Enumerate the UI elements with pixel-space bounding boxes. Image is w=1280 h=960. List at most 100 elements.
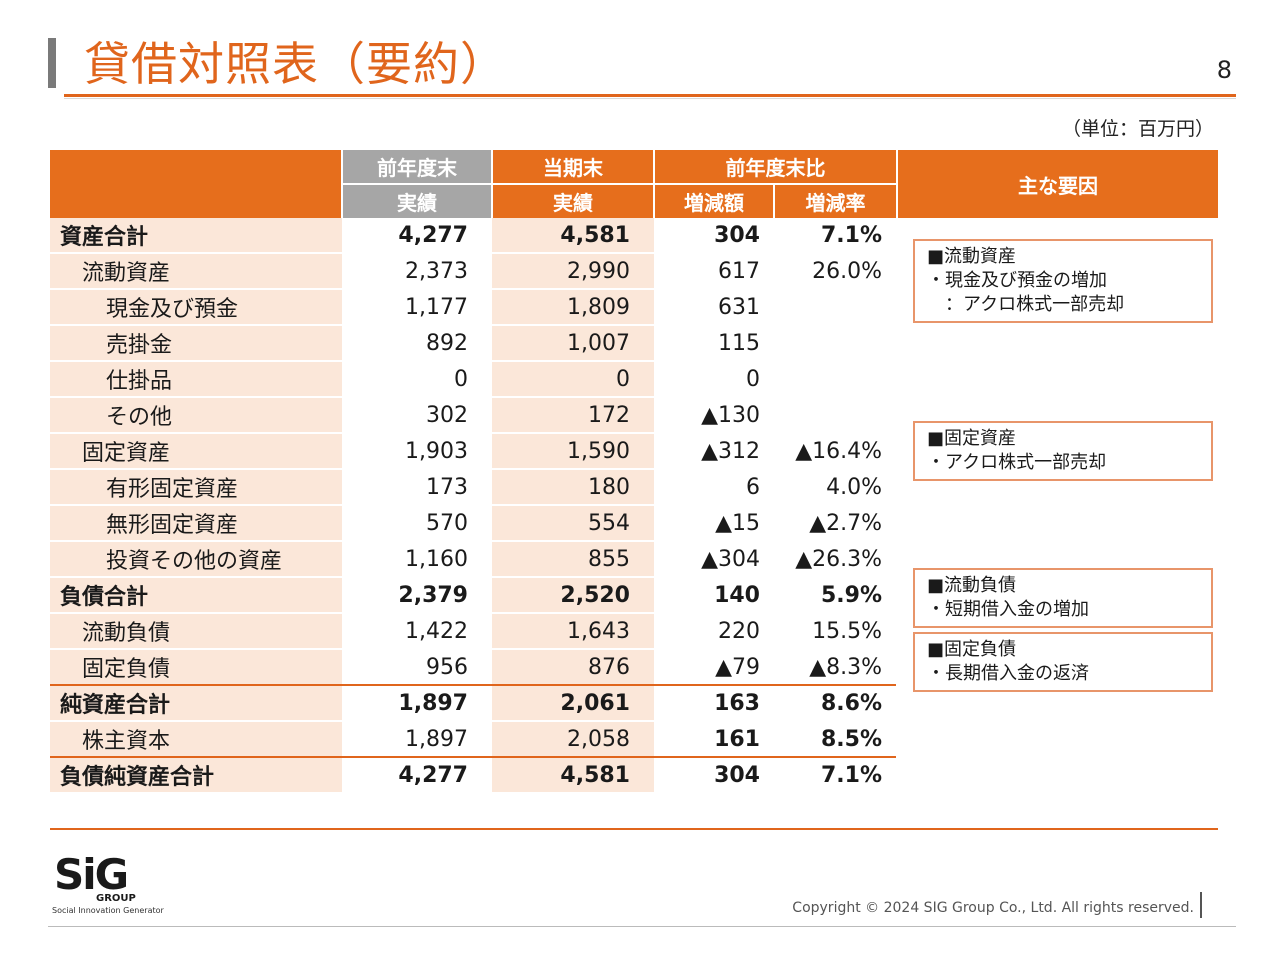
rate-value: 7.1% [774, 218, 896, 254]
prev-value: 302 [342, 397, 492, 434]
diff-value: ▲79 [654, 649, 774, 686]
factor-head: ■固定資産 [927, 428, 1017, 449]
row-label: 純資産合計 [50, 685, 342, 722]
prev-value: 1,422 [342, 613, 492, 650]
factor-line: ・アクロ株式一部売却 [927, 452, 1107, 473]
row-label: 固定負債 [50, 649, 342, 686]
page-number: 8 [1216, 56, 1232, 84]
diff-value: 617 [654, 253, 774, 290]
factor-head: ■流動負債 [927, 575, 1017, 596]
diff-value: 304 [654, 757, 774, 794]
rate-value: ▲8.3% [774, 649, 896, 686]
prev-value: 2,373 [342, 253, 492, 290]
rate-value [774, 289, 896, 326]
header-blank [50, 150, 343, 218]
row-label: 流動負債 [50, 613, 342, 650]
diff-value: 0 [654, 361, 774, 398]
curr-value: 554 [492, 505, 654, 542]
table-row: 資産合計 4,277 4,581 304 7.1% [50, 218, 896, 254]
table-row: 株主資本 1,897 2,058 161 8.5% [50, 721, 896, 758]
header-compare: 前年度末比 [654, 150, 896, 185]
prev-value: 892 [342, 325, 492, 362]
header-rate: 増減率 [774, 184, 896, 218]
rate-value: ▲26.3% [774, 541, 896, 578]
curr-value: 2,520 [492, 576, 654, 614]
copyright-divider [1200, 892, 1202, 918]
rate-value: 8.6% [774, 685, 896, 722]
factor-line: ・現金及び預金の増加 [927, 270, 1107, 291]
diff-value: 140 [654, 576, 774, 614]
header-curr-sub: 実績 [492, 184, 655, 218]
diff-value: 220 [654, 613, 774, 650]
diff-value: 631 [654, 289, 774, 326]
rate-value: 7.1% [774, 757, 896, 794]
prev-value: 1,903 [342, 433, 492, 470]
row-label: 負債純資産合計 [50, 757, 342, 794]
curr-value: 2,061 [492, 685, 654, 722]
unit-label: （単位：百万円） [1061, 118, 1214, 140]
row-label: 仕掛品 [50, 361, 342, 398]
table-row: 流動資産 2,373 2,990 617 26.0% [50, 253, 896, 290]
title-rule-shadow [64, 98, 1236, 99]
curr-value: 172 [492, 397, 654, 434]
factor-head: ■流動資産 [927, 246, 1017, 267]
table-row: 固定負債 956 876 ▲79 ▲8.3% [50, 649, 896, 686]
curr-value: 4,581 [492, 218, 654, 254]
table-row: 純資産合計 1,897 2,061 163 8.6% [50, 685, 896, 722]
row-label: 投資その他の資産 [50, 541, 342, 578]
diff-value: ▲15 [654, 505, 774, 542]
rate-value: 8.5% [774, 721, 896, 758]
table-row: 流動負債 1,422 1,643 220 15.5% [50, 613, 896, 650]
diff-value: 115 [654, 325, 774, 362]
row-label: 資産合計 [50, 218, 342, 254]
factor-box-fixed-liabilities: ■固定負債 ・長期借入金の返済 [913, 632, 1213, 692]
table-row: 負債純資産合計 4,277 4,581 304 7.1% [50, 757, 896, 794]
curr-value: 1,590 [492, 433, 654, 470]
title-accent-bar [48, 38, 56, 88]
rate-value: ▲16.4% [774, 433, 896, 470]
prev-value: 570 [342, 505, 492, 542]
diff-value: 6 [654, 469, 774, 506]
diff-value: 304 [654, 218, 774, 254]
rate-value: 26.0% [774, 253, 896, 290]
prev-value: 2,379 [342, 576, 492, 614]
factor-head: ■固定負債 [927, 639, 1017, 660]
page-title: 貸借対照表（要約） [84, 37, 507, 91]
rate-value [774, 397, 896, 434]
diff-value: 161 [654, 721, 774, 758]
curr-value: 1,809 [492, 289, 654, 326]
factor-line: ・短期借入金の増加 [927, 599, 1089, 620]
balance-sheet-table: 前年度末 当期末 前年度末比 実績 実績 増減額 増減率 資産合計 4,277 … [50, 150, 896, 794]
prev-value: 4,277 [342, 218, 492, 254]
company-logo: SiG [54, 850, 129, 899]
table-row: 投資その他の資産 1,160 855 ▲304 ▲26.3% [50, 541, 896, 578]
table-bottom-rule [50, 828, 1218, 830]
row-label: 株主資本 [50, 721, 342, 758]
header-diff: 増減額 [654, 184, 775, 218]
table-row: 現金及び預金 1,177 1,809 631 [50, 289, 896, 326]
table-row: 売掛金 892 1,007 115 [50, 325, 896, 362]
factor-box-current-liabilities: ■流動負債 ・短期借入金の増加 [913, 568, 1213, 628]
factor-line: ：アクロ株式一部売却 [927, 294, 1125, 315]
prev-value: 1,177 [342, 289, 492, 326]
curr-value: 2,990 [492, 253, 654, 290]
diff-value: ▲312 [654, 433, 774, 470]
curr-value: 855 [492, 541, 654, 578]
table-row: 仕掛品 0 0 0 [50, 361, 896, 398]
prev-value: 1,897 [342, 685, 492, 722]
table-row: その他 302 172 ▲130 [50, 397, 896, 434]
rate-value: ▲2.7% [774, 505, 896, 542]
header-prev-sub: 実績 [342, 184, 493, 218]
curr-value: 0 [492, 361, 654, 398]
header-prev: 前年度末 [342, 150, 493, 185]
rate-value: 4.0% [774, 469, 896, 506]
row-label: 固定資産 [50, 433, 342, 470]
logo-group-text: GROUP [96, 893, 136, 904]
copyright-text: Copyright © 2024 SIG Group Co., Ltd. All… [792, 900, 1194, 916]
curr-value: 2,058 [492, 721, 654, 758]
prev-value: 1,160 [342, 541, 492, 578]
row-label: 負債合計 [50, 576, 342, 614]
prev-value: 1,897 [342, 721, 492, 758]
rate-value: 15.5% [774, 613, 896, 650]
logo-tagline: Social Innovation Generator [52, 906, 164, 915]
